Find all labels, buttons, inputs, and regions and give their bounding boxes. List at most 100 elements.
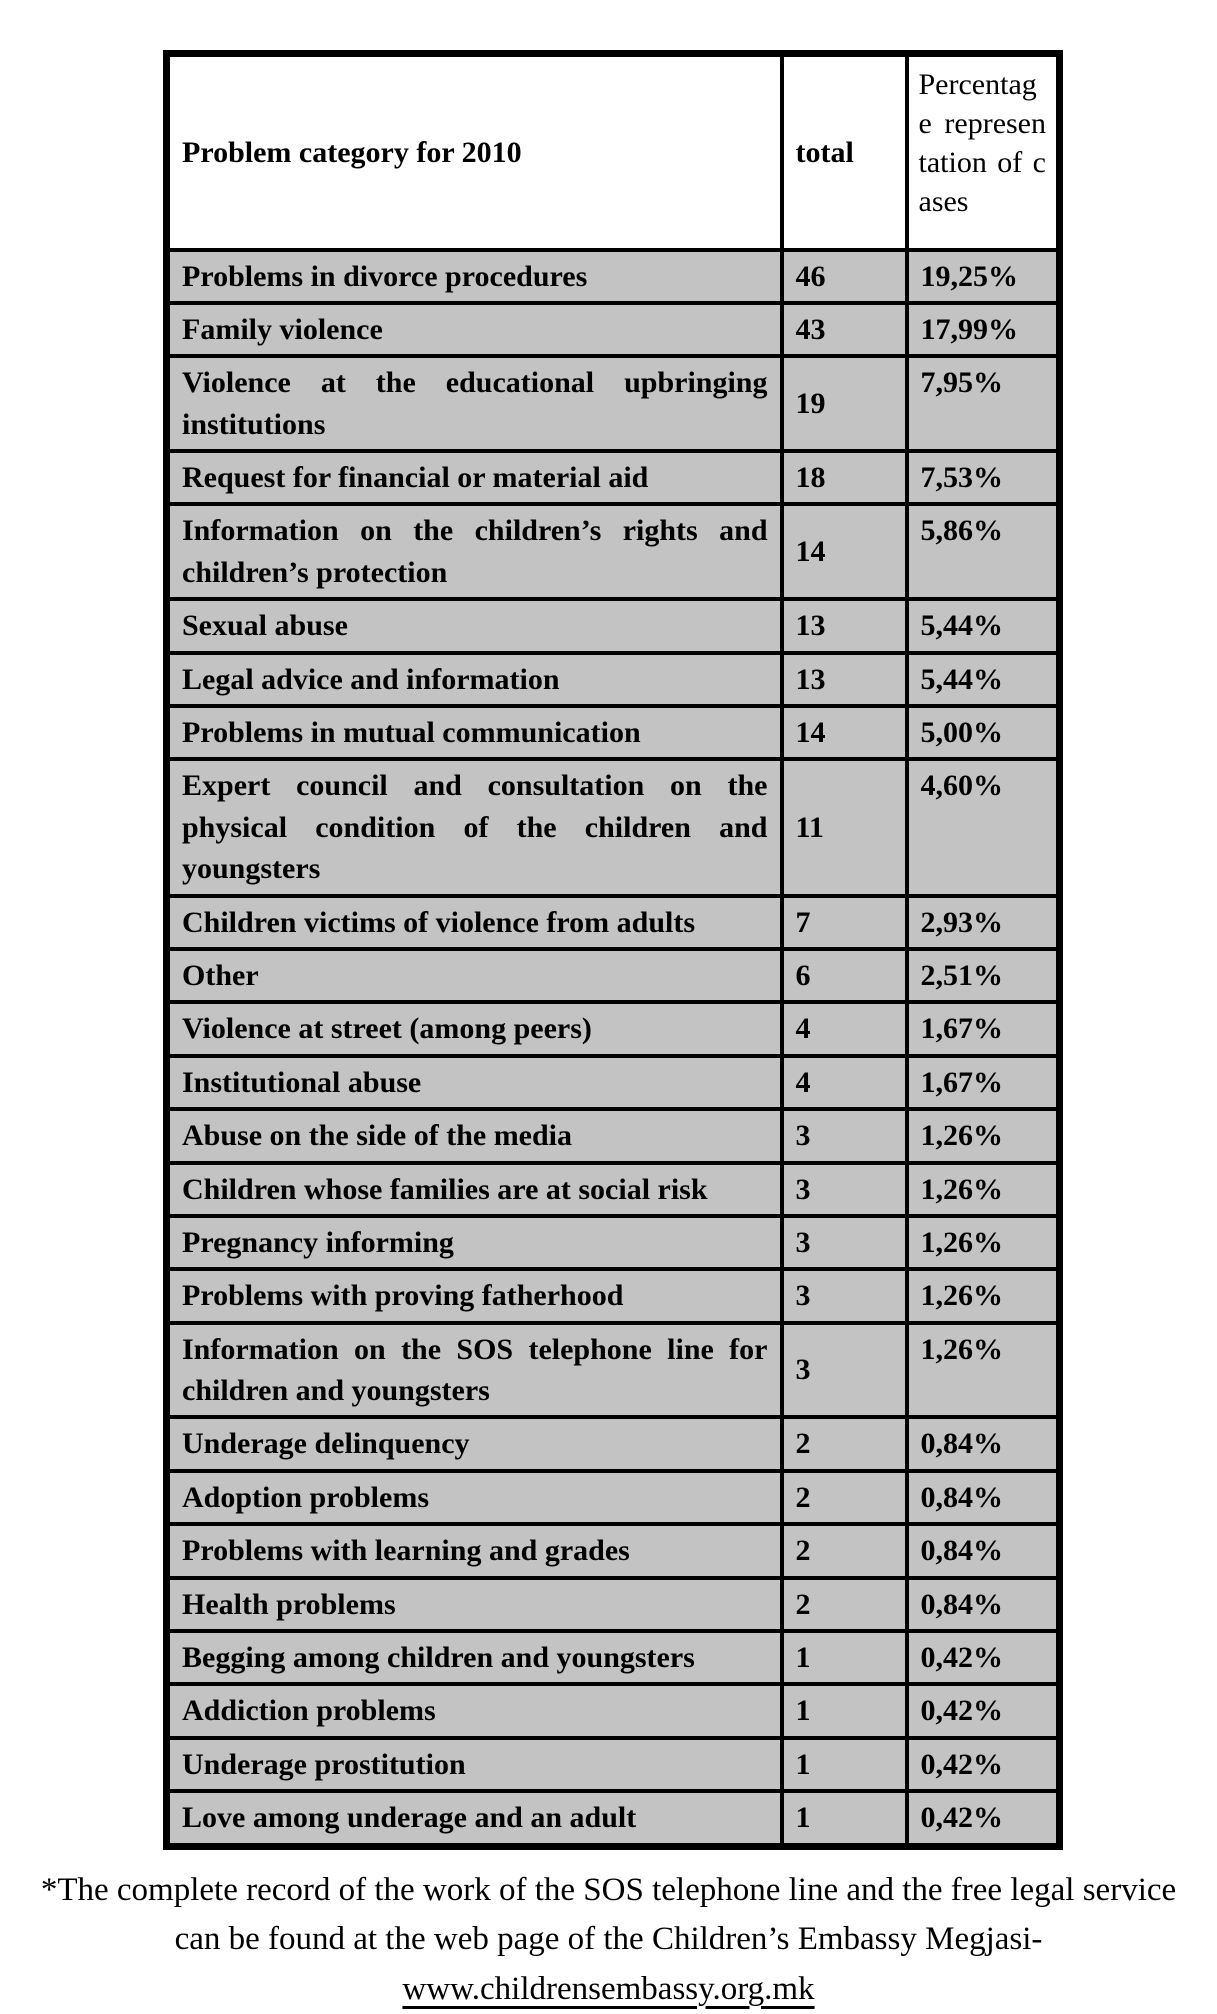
total-cell: 11 bbox=[779, 757, 909, 898]
category-cell: Problems in mutual communication bbox=[164, 704, 784, 762]
table-row: Request for financial or material aid 18… bbox=[164, 449, 1062, 507]
category-cell: Institutional abuse bbox=[164, 1053, 784, 1112]
total-cell: 4 bbox=[779, 1000, 909, 1058]
table-row: Institutional abuse 4 1,67% bbox=[164, 1053, 1062, 1112]
total-cell: 13 bbox=[779, 650, 909, 709]
percentage-cell: 5,00% bbox=[904, 704, 1062, 762]
percentage-cell: 2,93% bbox=[904, 893, 1062, 951]
total-cell: 3 bbox=[779, 1320, 909, 1420]
footnote-line-2: can be found at the web page of the Chil… bbox=[174, 1921, 1043, 1958]
category-cell: Abuse on the side of the media bbox=[164, 1107, 784, 1165]
category-cell: Addiction problems bbox=[164, 1682, 784, 1740]
category-cell: Request for financial or material aid bbox=[164, 449, 784, 507]
total-cell: 1 bbox=[779, 1789, 909, 1849]
total-cell: 3 bbox=[779, 1267, 909, 1325]
percentage-cell: 0,42% bbox=[904, 1735, 1062, 1794]
total-cell: 2 bbox=[779, 1468, 909, 1527]
total-cell: 43 bbox=[779, 300, 909, 359]
table-row: Problems with proving fatherhood 3 1,26% bbox=[164, 1267, 1062, 1325]
table-row: Information on the SOS telephone line fo… bbox=[164, 1320, 1062, 1420]
category-cell: Pregnancy informing bbox=[164, 1213, 784, 1272]
total-cell: 2 bbox=[779, 1522, 909, 1580]
percentage-cell: 1,26% bbox=[904, 1107, 1062, 1165]
total-cell: 2 bbox=[779, 1575, 909, 1634]
percentage-cell: 1,26% bbox=[904, 1320, 1062, 1420]
percentage-cell: 0,42% bbox=[904, 1789, 1062, 1849]
total-cell: 46 bbox=[779, 247, 909, 305]
table-row: Problems in mutual communication 14 5,00… bbox=[164, 704, 1062, 762]
category-cell: Problems in divorce procedures bbox=[164, 247, 784, 305]
category-cell: Violence at the educational upbringing i… bbox=[164, 354, 784, 454]
total-cell: 13 bbox=[779, 597, 909, 655]
category-cell: Children victims of violence from adults bbox=[164, 893, 784, 951]
footnote-line-1: *The complete record of the work of the … bbox=[40, 1871, 1177, 1908]
table-row: Addiction problems 1 0,42% bbox=[164, 1682, 1062, 1740]
table-row: Underage delinquency 2 0,84% bbox=[164, 1415, 1062, 1473]
percentage-cell: 5,44% bbox=[904, 650, 1062, 709]
table-row: Other 6 2,51% bbox=[164, 946, 1062, 1005]
total-cell: 2 bbox=[779, 1415, 909, 1473]
total-cell: 19 bbox=[779, 354, 909, 454]
percentage-cell: 7,53% bbox=[904, 449, 1062, 507]
table-row: Love among underage and an adult 1 0,42% bbox=[164, 1789, 1062, 1849]
total-cell: 1 bbox=[779, 1629, 909, 1687]
footnote-url-link[interactable]: www.childrensembassy.org.mk bbox=[402, 1970, 815, 2007]
table-row: Sexual abuse 13 5,44% bbox=[164, 597, 1062, 655]
total-cell: 14 bbox=[779, 704, 909, 762]
header-total: total bbox=[779, 51, 909, 252]
percentage-cell: 0,84% bbox=[904, 1522, 1062, 1580]
category-cell: Family violence bbox=[164, 300, 784, 359]
percentage-cell: 1,26% bbox=[904, 1213, 1062, 1272]
category-cell: Children whose families are at social ri… bbox=[164, 1160, 784, 1218]
table-row: Family violence 43 17,99% bbox=[164, 300, 1062, 359]
percentage-cell: 4,60% bbox=[904, 757, 1062, 898]
percentage-cell: 1,26% bbox=[904, 1160, 1062, 1218]
category-cell: Underage prostitution bbox=[164, 1735, 784, 1794]
category-cell: Information on the SOS telephone line fo… bbox=[164, 1320, 784, 1420]
category-cell: Underage delinquency bbox=[164, 1415, 784, 1473]
total-cell: 14 bbox=[779, 502, 909, 602]
percentage-cell: 0,42% bbox=[904, 1629, 1062, 1687]
table-row: Information on the children’s rights and… bbox=[164, 502, 1062, 602]
table-row: Pregnancy informing 3 1,26% bbox=[164, 1213, 1062, 1272]
total-cell: 3 bbox=[779, 1107, 909, 1165]
percentage-cell: 1,67% bbox=[904, 1053, 1062, 1112]
category-cell: Health problems bbox=[164, 1575, 784, 1634]
percentage-cell: 7,95% bbox=[904, 354, 1062, 454]
percentage-cell: 1,26% bbox=[904, 1267, 1062, 1325]
table-row: Abuse on the side of the media 3 1,26% bbox=[164, 1107, 1062, 1165]
table-row: Problems in divorce procedures 46 19,25% bbox=[164, 247, 1062, 305]
category-cell: Problems with proving fatherhood bbox=[164, 1267, 784, 1325]
table-row: Problems with learning and grades 2 0,84… bbox=[164, 1522, 1062, 1580]
table-row: Violence at the educational upbringing i… bbox=[164, 354, 1062, 454]
table-row: Adoption problems 2 0,84% bbox=[164, 1468, 1062, 1527]
category-cell: Legal advice and information bbox=[164, 650, 784, 709]
percentage-cell: 0,84% bbox=[904, 1575, 1062, 1634]
total-cell: 6 bbox=[779, 946, 909, 1005]
table-row: Health problems 2 0,84% bbox=[164, 1575, 1062, 1634]
table-row: Children whose families are at social ri… bbox=[164, 1160, 1062, 1218]
category-cell: Information on the children’s rights and… bbox=[164, 502, 784, 602]
table-row: Begging among children and youngsters 1 … bbox=[164, 1629, 1062, 1687]
footnote: *The complete record of the work of the … bbox=[0, 1866, 1217, 2014]
percentage-cell: 0,42% bbox=[904, 1682, 1062, 1740]
category-cell: Sexual abuse bbox=[164, 597, 784, 655]
total-cell: 18 bbox=[779, 449, 909, 507]
table-row: Children victims of violence from adults… bbox=[164, 893, 1062, 951]
total-cell: 1 bbox=[779, 1735, 909, 1794]
category-cell: Love among underage and an adult bbox=[164, 1789, 784, 1849]
percentage-cell: 17,99% bbox=[904, 300, 1062, 359]
percentage-cell: 1,67% bbox=[904, 1000, 1062, 1058]
total-cell: 3 bbox=[779, 1213, 909, 1272]
percentage-cell: 5,44% bbox=[904, 597, 1062, 655]
percentage-cell: 0,84% bbox=[904, 1468, 1062, 1527]
table-row: Violence at street (among peers) 4 1,67% bbox=[164, 1000, 1062, 1058]
table-row: Legal advice and information 13 5,44% bbox=[164, 650, 1062, 709]
percentage-cell: 5,86% bbox=[904, 502, 1062, 602]
percentage-cell: 2,51% bbox=[904, 946, 1062, 1005]
total-cell: 7 bbox=[779, 893, 909, 951]
total-cell: 4 bbox=[779, 1053, 909, 1112]
category-cell: Begging among children and youngsters bbox=[164, 1629, 784, 1687]
category-cell: Other bbox=[164, 946, 784, 1005]
